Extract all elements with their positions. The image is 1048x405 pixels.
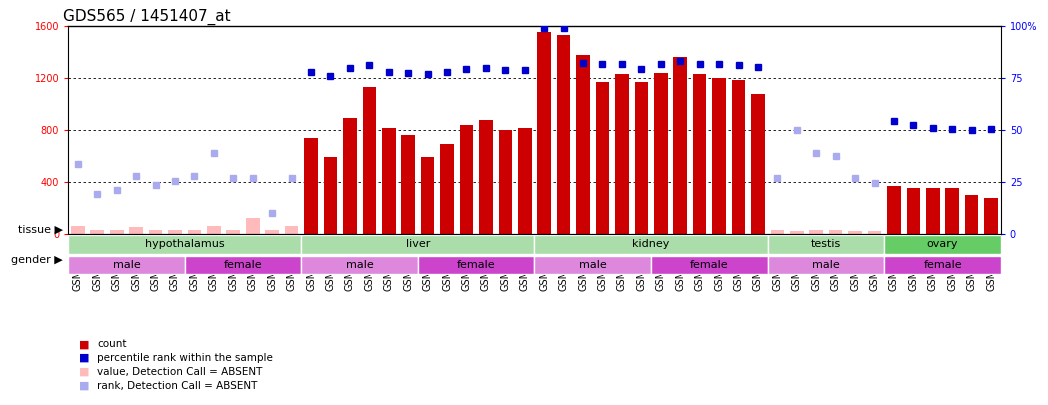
Text: percentile rank within the sample: percentile rank within the sample <box>97 353 274 363</box>
Bar <box>945 188 959 234</box>
Text: liver: liver <box>406 239 430 249</box>
Bar <box>693 75 706 234</box>
Bar <box>595 82 609 234</box>
Bar <box>184 256 301 274</box>
Bar <box>401 135 415 234</box>
Bar <box>651 256 767 274</box>
Bar <box>654 73 668 234</box>
Bar <box>149 230 162 234</box>
Text: ■: ■ <box>79 353 89 363</box>
Bar <box>888 186 901 234</box>
Text: kidney: kidney <box>632 239 670 249</box>
Bar <box>68 235 301 254</box>
Text: gender ▶: gender ▶ <box>12 255 63 265</box>
Bar <box>965 195 979 234</box>
Text: ■: ■ <box>79 339 89 349</box>
Bar <box>576 55 590 234</box>
Text: testis: testis <box>811 239 842 249</box>
Bar <box>907 188 920 234</box>
Bar <box>984 198 998 234</box>
Bar <box>556 35 570 234</box>
Text: female: female <box>223 260 262 270</box>
Text: count: count <box>97 339 127 349</box>
Bar <box>499 130 512 234</box>
Bar <box>885 256 1001 274</box>
Bar <box>767 235 885 254</box>
Text: female: female <box>457 260 496 270</box>
Bar <box>926 188 940 234</box>
Text: male: male <box>578 260 607 270</box>
Bar <box>713 78 726 234</box>
Bar <box>381 128 395 234</box>
Text: tissue ▶: tissue ▶ <box>18 225 63 235</box>
Text: male: male <box>812 260 839 270</box>
Bar <box>460 125 474 234</box>
Bar <box>615 75 629 234</box>
Bar <box>885 235 1001 254</box>
Bar <box>790 231 804 234</box>
Bar <box>770 230 784 234</box>
Bar <box>868 231 881 234</box>
Bar <box>68 256 184 274</box>
Bar <box>168 230 181 234</box>
Bar <box>518 128 531 234</box>
Text: ■: ■ <box>79 367 89 377</box>
Bar <box>188 230 201 234</box>
Text: GDS565 / 1451407_at: GDS565 / 1451407_at <box>64 9 231 25</box>
Bar <box>479 120 493 234</box>
Bar <box>324 158 337 234</box>
Bar <box>110 230 124 234</box>
Text: ■: ■ <box>79 381 89 390</box>
Bar <box>848 231 861 234</box>
Text: rank, Detection Call = ABSENT: rank, Detection Call = ABSENT <box>97 381 258 390</box>
Text: male: male <box>346 260 373 270</box>
Bar <box>829 230 843 234</box>
Bar <box>304 138 318 234</box>
Bar <box>301 235 534 254</box>
Bar <box>71 226 85 234</box>
Bar <box>301 256 418 274</box>
Bar <box>751 94 765 234</box>
Bar <box>440 144 454 234</box>
Text: female: female <box>923 260 962 270</box>
Bar <box>534 256 651 274</box>
Bar <box>732 79 745 234</box>
Bar <box>674 58 687 234</box>
Bar <box>90 230 104 234</box>
Bar <box>809 230 823 234</box>
Bar <box>226 230 240 234</box>
Bar <box>534 235 767 254</box>
Text: female: female <box>690 260 728 270</box>
Bar <box>285 226 299 234</box>
Text: hypothalamus: hypothalamus <box>145 239 224 249</box>
Text: value, Detection Call = ABSENT: value, Detection Call = ABSENT <box>97 367 263 377</box>
Text: male: male <box>112 260 140 270</box>
Bar <box>421 158 435 234</box>
Bar <box>208 226 221 234</box>
Bar <box>246 218 260 234</box>
Bar <box>363 87 376 234</box>
Bar <box>265 230 279 234</box>
Text: ovary: ovary <box>926 239 958 249</box>
Bar <box>343 118 356 234</box>
Bar <box>538 32 551 234</box>
Bar <box>418 256 534 274</box>
Bar <box>129 227 143 234</box>
Bar <box>767 256 885 274</box>
Bar <box>634 82 648 234</box>
